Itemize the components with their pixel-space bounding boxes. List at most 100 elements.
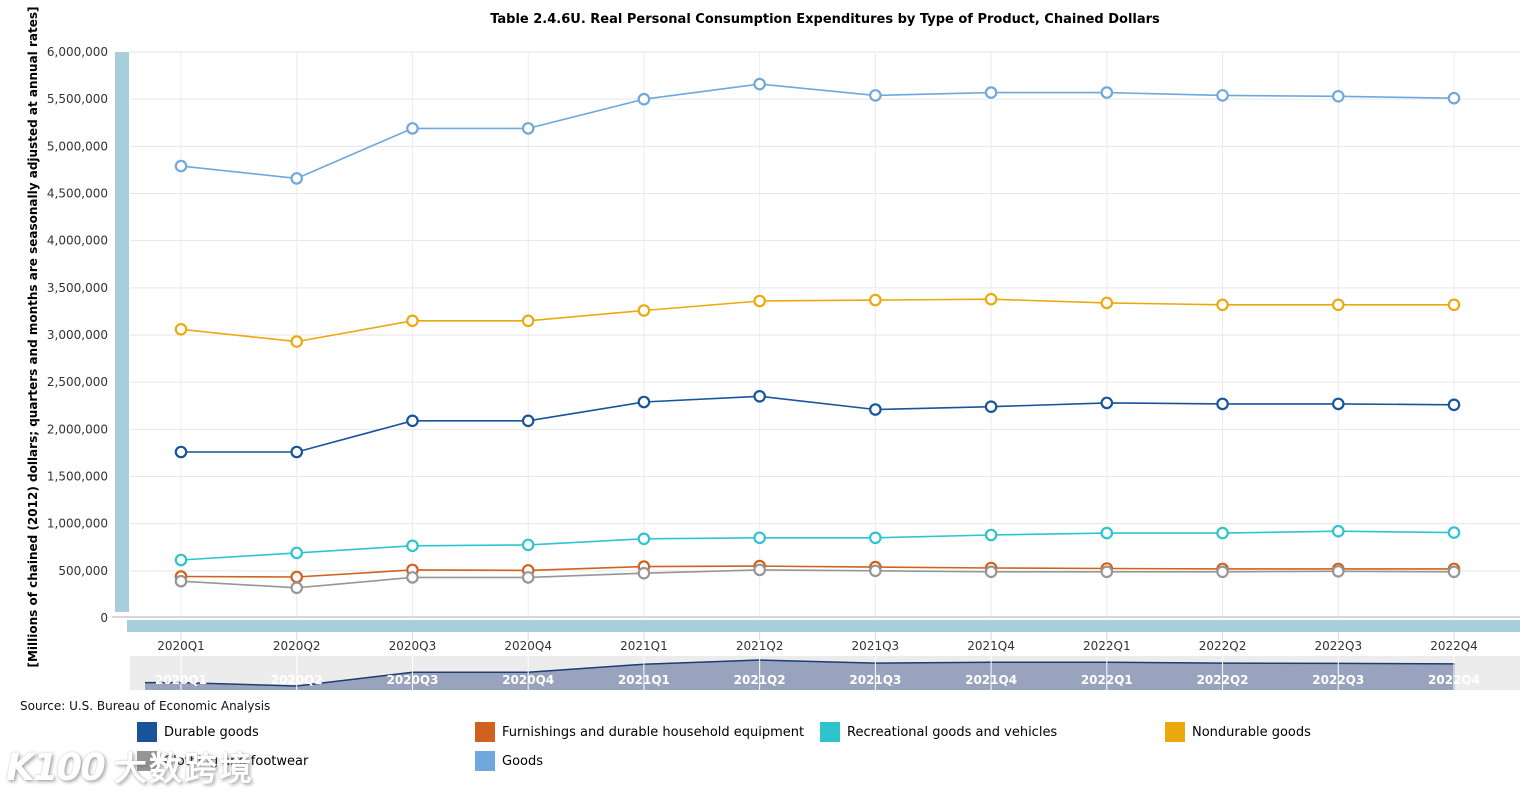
- point-durable-goods-2022Q4[interactable]: [1447, 398, 1461, 412]
- point-durable-goods-2021Q1[interactable]: [637, 395, 651, 409]
- y-tick-label: 3,000,000: [47, 328, 108, 342]
- point-recreational-goods-and-vehicles-2022Q4[interactable]: [1447, 526, 1461, 539]
- legend-item-clothing-and-footwear[interactable]: Clothing and footwear: [137, 751, 475, 771]
- point-durable-goods-2020Q2[interactable]: [290, 445, 304, 459]
- point-clothing-and-footwear-2022Q2[interactable]: [1216, 565, 1229, 579]
- point-durable-goods-2022Q3[interactable]: [1331, 397, 1345, 411]
- point-clothing-and-footwear-2020Q3[interactable]: [406, 571, 419, 584]
- legend-item-nondurable-goods[interactable]: Nondurable goods: [1165, 722, 1510, 742]
- point-goods-2021Q1[interactable]: [637, 92, 651, 106]
- point-durable-goods-2022Q1[interactable]: [1100, 396, 1114, 410]
- point-clothing-and-footwear-2022Q3[interactable]: [1331, 564, 1345, 578]
- x-tick-label: 2021Q1: [620, 639, 668, 653]
- point-nondurable-goods-2022Q3[interactable]: [1331, 298, 1345, 312]
- point-durable-goods-2020Q4[interactable]: [521, 414, 535, 428]
- legend-label: Durable goods: [164, 724, 259, 740]
- y-tick-label: 500,000: [58, 564, 108, 578]
- point-clothing-and-footwear-2021Q3[interactable]: [869, 564, 882, 578]
- point-clothing-and-footwear-2021Q1[interactable]: [637, 566, 651, 580]
- navigator-label: 2020Q4: [502, 673, 554, 687]
- point-nondurable-goods-2020Q4[interactable]: [521, 314, 535, 328]
- watermark-logo: K100: [6, 746, 106, 789]
- point-furnishings-and-durable-household-equipment-2020Q2[interactable]: [290, 570, 304, 584]
- point-recreational-goods-and-vehicles-2020Q3[interactable]: [406, 539, 419, 553]
- legend-swatch-furnishings-and-durable-household-equipment: [475, 722, 495, 742]
- point-durable-goods-2020Q3[interactable]: [406, 414, 419, 428]
- point-goods-2022Q3[interactable]: [1331, 90, 1345, 103]
- point-recreational-goods-and-vehicles-2020Q2[interactable]: [290, 546, 304, 560]
- navigator-label: 2020Q3: [386, 673, 438, 687]
- point-goods-2020Q3[interactable]: [406, 122, 419, 135]
- point-nondurable-goods-2022Q1[interactable]: [1100, 296, 1114, 310]
- point-recreational-goods-and-vehicles-2020Q1[interactable]: [174, 553, 188, 567]
- legend-item-durable-goods[interactable]: Durable goods: [137, 722, 475, 742]
- navigator-label: 2022Q4: [1428, 673, 1480, 687]
- point-clothing-and-footwear-2021Q4[interactable]: [984, 565, 998, 579]
- series-line-nondurable-goods: [180, 298, 1454, 343]
- point-clothing-and-footwear-2020Q1[interactable]: [174, 574, 188, 588]
- point-recreational-goods-and-vehicles-2020Q4[interactable]: [521, 538, 535, 552]
- point-goods-2022Q4[interactable]: [1447, 91, 1461, 105]
- point-nondurable-goods-2022Q4[interactable]: [1447, 298, 1461, 312]
- point-durable-goods-2022Q2[interactable]: [1216, 397, 1229, 411]
- navigator-label: 2021Q2: [734, 673, 786, 687]
- point-recreational-goods-and-vehicles-2022Q2[interactable]: [1216, 526, 1229, 540]
- y-tick-label: 2,000,000: [47, 422, 108, 436]
- point-goods-2020Q2[interactable]: [290, 172, 304, 185]
- point-nondurable-goods-2020Q1[interactable]: [174, 322, 188, 336]
- point-nondurable-goods-2021Q4[interactable]: [984, 292, 998, 306]
- legend-item-recreational-goods-and-vehicles[interactable]: Recreational goods and vehicles: [820, 722, 1165, 742]
- point-nondurable-goods-2022Q2[interactable]: [1216, 298, 1229, 312]
- point-goods-2021Q2[interactable]: [753, 77, 766, 91]
- y-tick-label: 4,000,000: [47, 234, 108, 248]
- y-tick-label: 0: [100, 611, 108, 625]
- point-nondurable-goods-2021Q1[interactable]: [637, 304, 651, 317]
- point-clothing-and-footwear-2021Q2[interactable]: [753, 563, 766, 577]
- point-clothing-and-footwear-2020Q4[interactable]: [521, 571, 535, 584]
- y-tick-label: 3,500,000: [47, 281, 108, 295]
- navigator-label: 2020Q2: [271, 673, 323, 687]
- point-goods-2021Q3[interactable]: [869, 89, 882, 102]
- chart-title: Table 2.4.6U. Real Personal Consumption …: [490, 12, 1160, 27]
- point-durable-goods-2020Q1[interactable]: [174, 445, 188, 459]
- point-recreational-goods-and-vehicles-2022Q3[interactable]: [1331, 524, 1345, 538]
- x-axis-scrollbar[interactable]: [127, 620, 1520, 632]
- y-tick-label: 1,000,000: [47, 517, 108, 531]
- point-nondurable-goods-2020Q2[interactable]: [290, 335, 304, 348]
- point-durable-goods-2021Q2[interactable]: [753, 389, 766, 403]
- point-recreational-goods-and-vehicles-2021Q3[interactable]: [869, 531, 882, 545]
- navigator-selected-area[interactable]: [145, 660, 1455, 690]
- legend-swatch-clothing-and-footwear: [137, 751, 157, 771]
- y-tick-label: 2,500,000: [47, 375, 108, 389]
- legend-label: Recreational goods and vehicles: [847, 724, 1058, 740]
- point-durable-goods-2021Q4[interactable]: [984, 400, 998, 413]
- point-goods-2022Q1[interactable]: [1100, 86, 1114, 99]
- x-tick-label: 2022Q1: [1083, 639, 1131, 653]
- point-clothing-and-footwear-2022Q1[interactable]: [1100, 565, 1114, 579]
- point-goods-2020Q4[interactable]: [521, 122, 535, 135]
- point-recreational-goods-and-vehicles-2021Q4[interactable]: [984, 528, 998, 542]
- point-goods-2022Q2[interactable]: [1216, 89, 1229, 102]
- point-nondurable-goods-2020Q3[interactable]: [406, 314, 419, 328]
- point-goods-2021Q4[interactable]: [984, 86, 998, 99]
- point-recreational-goods-and-vehicles-2021Q2[interactable]: [753, 531, 766, 545]
- series-line-clothing-and-footwear: [180, 569, 1455, 589]
- series-line-recreational-goods-and-vehicles: [180, 530, 1455, 561]
- x-tick-label: 2020Q3: [389, 639, 437, 653]
- chart-canvas: 0 500,000 1,000,000 1,500,000 2,000,000 2,500…: [47, 45, 1520, 690]
- legend-item-goods[interactable]: Goods: [475, 751, 820, 771]
- point-recreational-goods-and-vehicles-2021Q1[interactable]: [637, 532, 651, 546]
- legend-item-furnishings-and-durable-household-equipment[interactable]: Furnishings and durable household equipm…: [475, 722, 820, 742]
- navigator-line: [145, 659, 1455, 687]
- point-goods-2020Q1[interactable]: [174, 159, 188, 173]
- point-durable-goods-2021Q3[interactable]: [869, 403, 882, 416]
- series-line-goods: [180, 83, 1455, 180]
- point-nondurable-goods-2021Q2[interactable]: [753, 294, 766, 308]
- y-axis-scrollbar[interactable]: [115, 52, 129, 612]
- x-tick-label: 2020Q4: [504, 639, 552, 653]
- point-clothing-and-footwear-2020Q2[interactable]: [290, 581, 304, 595]
- point-nondurable-goods-2021Q3[interactable]: [869, 293, 882, 307]
- point-recreational-goods-and-vehicles-2022Q1[interactable]: [1100, 526, 1114, 540]
- point-clothing-and-footwear-2022Q4[interactable]: [1447, 565, 1461, 579]
- watermark-text: 大数跨境: [113, 749, 254, 788]
